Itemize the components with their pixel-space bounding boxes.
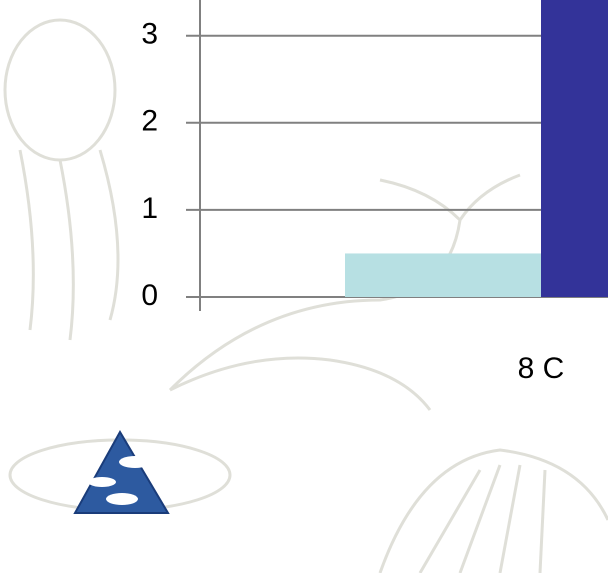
y-tick-label: 3 (141, 18, 158, 51)
logo (73, 429, 170, 514)
bar (541, 0, 608, 298)
plot-area (186, 0, 608, 298)
x-tick-label: 8 C (518, 352, 565, 385)
y-tick-label: 0 (141, 279, 158, 312)
y-tick-label: 2 (141, 105, 158, 138)
bar (345, 253, 541, 297)
y-tick-label: 1 (141, 192, 158, 225)
